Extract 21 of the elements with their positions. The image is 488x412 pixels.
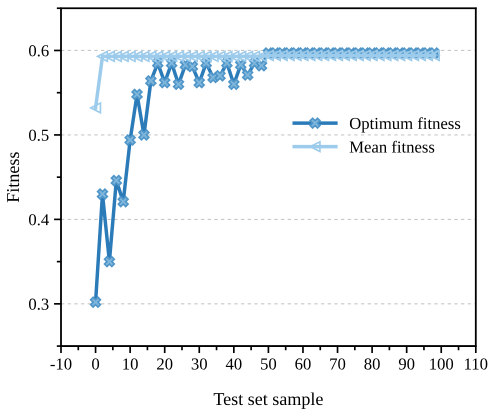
y-axis-title: Fitness — [7, 152, 20, 202]
x-tick-label: 30 — [192, 358, 207, 370]
x-tick-label: 80 — [364, 358, 380, 370]
x-tick-label: 0 — [92, 358, 100, 370]
x-tick-label: 70 — [330, 358, 346, 370]
y-tick-label: 0.5 — [28, 130, 49, 141]
x-tick-label: 90 — [398, 358, 414, 370]
x-tick-label: 100 — [430, 358, 454, 370]
x-axis-title: Test set sample — [214, 392, 323, 409]
x-tick-label: 50 — [261, 358, 276, 370]
y-tick-label: 0.3 — [28, 298, 49, 310]
x-tick-label: -10 — [50, 358, 72, 370]
legend-label: Mean fitness — [350, 140, 434, 153]
x-tick-label: 20 — [157, 358, 172, 370]
legend-label: Optimum fitness — [350, 117, 460, 132]
x-tick-label: 110 — [465, 358, 488, 370]
y-tick-label: 0.6 — [28, 45, 49, 56]
x-tick-label: 10 — [123, 358, 138, 370]
x-tick-label: 40 — [226, 358, 242, 370]
x-tick-label: 60 — [295, 358, 311, 370]
y-tick-label: 0.4 — [28, 214, 49, 226]
